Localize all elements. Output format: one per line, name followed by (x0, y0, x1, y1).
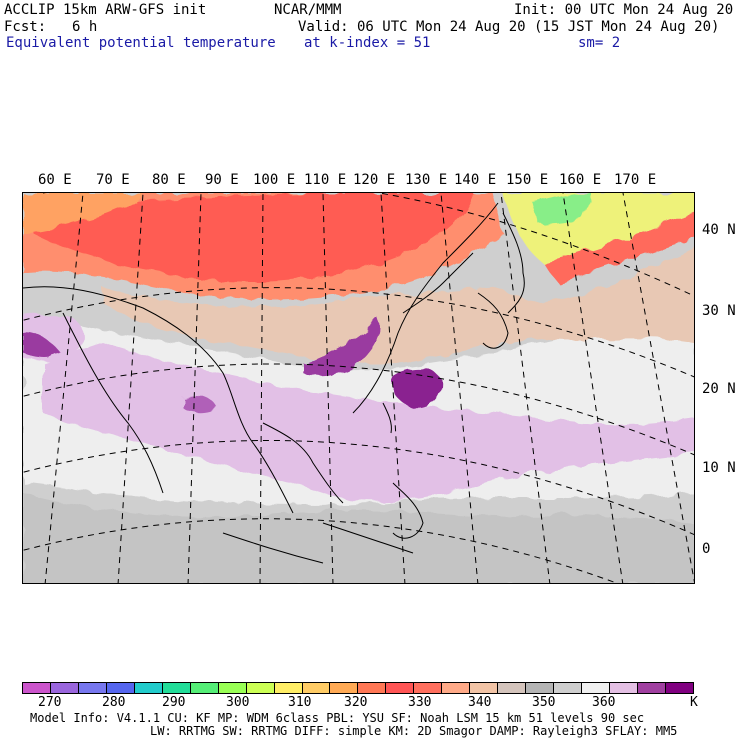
colorbar-label: 270 (38, 695, 62, 710)
colorbar-label: 290 (162, 695, 186, 710)
colorbar-segment (386, 683, 415, 693)
lon-label: 70 E (96, 172, 130, 188)
colorbar-segment (526, 683, 555, 693)
colorbar-label: 350 (532, 695, 556, 710)
theta-e-map (22, 192, 695, 584)
field-name: Equivalent potential temperature (6, 35, 276, 51)
lon-label: 160 E (559, 172, 602, 188)
colorbar-segment (442, 683, 471, 693)
lat-label: 10 N (702, 460, 736, 476)
colorbar-segment (414, 683, 443, 693)
colorbar-segment (665, 683, 693, 693)
colorbar (22, 682, 694, 694)
lon-label: 90 E (205, 172, 239, 188)
colorbar-segment (190, 683, 219, 693)
lat-label: 30 N (702, 303, 736, 319)
colorbar-label: 330 (408, 695, 432, 710)
lon-label: 130 E (405, 172, 448, 188)
lat-label: 20 N (702, 381, 736, 397)
colorbar-segment (246, 683, 275, 693)
colorbar-label: 280 (102, 695, 126, 710)
forecast-label: Fcst: (4, 19, 47, 35)
org-label: NCAR/MMM (274, 2, 342, 18)
colorbar-label: 340 (468, 695, 492, 710)
colorbar-segment (134, 683, 163, 693)
smoothing-label: sm= 2 (578, 35, 621, 51)
colorbar-segment (582, 683, 611, 693)
colorbar-segment (106, 683, 135, 693)
lon-label: 80 E (152, 172, 186, 188)
colorbar-segment (498, 683, 527, 693)
lon-label: 170 E (614, 172, 657, 188)
colorbar-segment (50, 683, 79, 693)
map-canvas (23, 193, 694, 583)
valid-time: Valid: 06 UTC Mon 24 Aug 20 (15 JST Mon … (298, 19, 720, 35)
colorbar-segment (470, 683, 499, 693)
model-info-line2: LW: RRTMG SW: RRTMG DIFF: simple KM: 2D … (150, 724, 678, 738)
lon-label: 150 E (506, 172, 549, 188)
plot-title: ACCLIP 15km ARW-GFS init (4, 2, 207, 18)
colorbar-label: 310 (288, 695, 312, 710)
colorbar-segment (358, 683, 387, 693)
colorbar-segment (162, 683, 191, 693)
lon-label: 110 E (304, 172, 347, 188)
colorbar-segment (330, 683, 359, 693)
colorbar-segment (78, 683, 107, 693)
lat-label: 0 (702, 541, 711, 557)
init-time: Init: 00 UTC Mon 24 Aug 20 (514, 2, 734, 18)
model-info-line1: Model Info: V4.1.1 CU: KF MP: WDM 6class… (30, 711, 645, 725)
lon-label: 140 E (454, 172, 497, 188)
colorbar-unit: K (690, 695, 698, 710)
colorbar-segment (302, 683, 331, 693)
lon-label: 60 E (38, 172, 72, 188)
lon-label: 120 E (353, 172, 396, 188)
colorbar-segment (554, 683, 583, 693)
lon-label: 100 E (253, 172, 296, 188)
colorbar-segment (274, 683, 303, 693)
colorbar-segment (23, 683, 51, 693)
colorbar-label: 300 (226, 695, 250, 710)
lat-label: 40 N (702, 222, 736, 238)
colorbar-label: 360 (592, 695, 616, 710)
forecast-hour: 6 h (72, 19, 98, 35)
colorbar-segment (218, 683, 247, 693)
colorbar-segment (610, 683, 638, 693)
colorbar-segment (637, 683, 666, 693)
level-label: at k-index = 51 (304, 35, 431, 51)
colorbar-label: 320 (344, 695, 368, 710)
